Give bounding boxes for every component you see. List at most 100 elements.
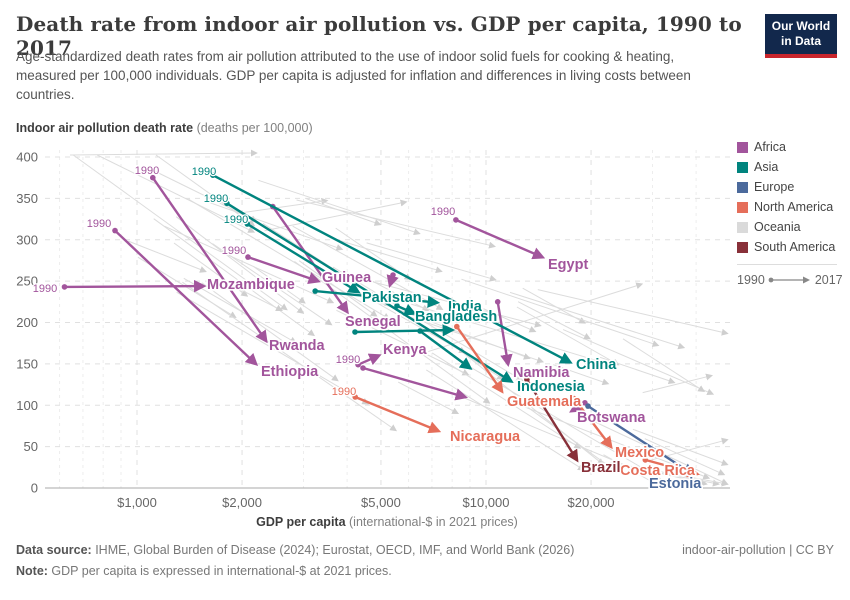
country-arrow-estonia[interactable] bbox=[585, 403, 695, 476]
y-tick-label: 400 bbox=[16, 150, 38, 165]
country-label-brazil[interactable]: Brazil bbox=[579, 458, 622, 477]
country-label-estonia[interactable]: Estonia bbox=[647, 474, 704, 493]
legend-swatch bbox=[737, 141, 748, 153]
year-label-pakistan: 1990 bbox=[224, 214, 248, 226]
gridlines bbox=[45, 150, 730, 488]
country-arrow-bangladesh[interactable] bbox=[394, 303, 417, 316]
x-tick-label: $1,000 bbox=[117, 495, 157, 510]
trajectory-line bbox=[357, 353, 382, 366]
country-label-guinea[interactable]: Guinea bbox=[320, 268, 373, 287]
country-arrow-mozambique[interactable] bbox=[61, 279, 207, 293]
legend-item-africa[interactable]: Africa bbox=[737, 140, 847, 154]
chart-subtitle: Age-standardized death rates from air po… bbox=[16, 49, 691, 102]
country-arrow-guinea[interactable] bbox=[245, 254, 321, 284]
country-label-namibia[interactable]: Namibia bbox=[511, 363, 572, 382]
country-label-indonesia[interactable]: Indonesia bbox=[515, 377, 587, 396]
trajectory-line bbox=[114, 229, 259, 367]
legend-divider bbox=[737, 264, 837, 265]
trajectory-line bbox=[573, 397, 613, 450]
year-label-guinea: 1990 bbox=[222, 245, 246, 257]
year-label-nicaragua: 1990 bbox=[332, 386, 356, 398]
legend-item-asia[interactable]: Asia bbox=[737, 160, 847, 174]
legend-label: Africa bbox=[754, 140, 786, 154]
country-arrow-nicaragua[interactable] bbox=[352, 394, 442, 434]
trajectory-line bbox=[455, 218, 546, 260]
country-label-costa-rica[interactable]: Costa Rica bbox=[618, 461, 697, 480]
unlabeled-arrow-3[interactable] bbox=[417, 328, 473, 370]
license-text[interactable]: indoor-air-pollution | CC BY bbox=[682, 543, 834, 557]
unlabeled-arrow-1[interactable] bbox=[386, 272, 399, 288]
country-label-china[interactable]: China bbox=[574, 355, 618, 374]
country-label-botswana[interactable]: Botswana bbox=[575, 408, 648, 427]
year-label-ethiopia: 1990 bbox=[87, 218, 111, 230]
x-tick-label: $2,000 bbox=[222, 495, 262, 510]
unlabeled-arrow-2[interactable] bbox=[352, 323, 456, 337]
logo-line1: Our World bbox=[771, 19, 831, 33]
unlabeled-arrow-0[interactable] bbox=[360, 365, 469, 401]
time-arrow-icon bbox=[768, 276, 810, 284]
country-arrow-ethiopia[interactable] bbox=[112, 227, 259, 367]
legend-item-europe[interactable]: Europe bbox=[737, 180, 847, 194]
trajectory-line bbox=[247, 255, 321, 284]
country-label-mexico[interactable]: Mexico bbox=[613, 443, 665, 462]
country-label-kenya[interactable]: Kenya bbox=[381, 340, 429, 359]
legend-items: Africa Asia Europe North America Oceania Sout… bbox=[737, 140, 847, 254]
legend-swatch bbox=[737, 221, 748, 233]
country-arrow-rwanda[interactable] bbox=[150, 174, 268, 344]
country-arrows bbox=[61, 172, 700, 478]
data-source-text: Data source: IHME, Global Burden of Dise… bbox=[16, 543, 574, 557]
legend-item-south-america[interactable]: South America bbox=[737, 240, 847, 254]
footer-note: Note: GDP per capita is expressed in int… bbox=[16, 564, 834, 578]
trajectory-line bbox=[246, 222, 361, 294]
owid-logo[interactable]: Our World in Data bbox=[765, 14, 837, 58]
y-tick-label: 200 bbox=[16, 315, 38, 330]
trajectory-line bbox=[455, 325, 504, 394]
year-label-rwanda: 1990 bbox=[135, 165, 159, 177]
y-tick-label: 300 bbox=[16, 232, 38, 247]
country-arrow-indonesia[interactable] bbox=[224, 200, 514, 383]
country-label-rwanda[interactable]: Rwanda bbox=[267, 336, 327, 355]
y-tick-label: 50 bbox=[24, 439, 38, 454]
country-arrow-pakistan[interactable] bbox=[244, 221, 361, 294]
legend-label: South America bbox=[754, 240, 836, 254]
country-arrow-india[interactable] bbox=[312, 288, 441, 308]
country-arrow-guatemala[interactable] bbox=[454, 323, 504, 394]
arrow-note-start-year: 1990 bbox=[737, 273, 765, 287]
note-value: GDP per capita is expressed in internati… bbox=[47, 564, 392, 578]
arrow-note-end-year: 2017 bbox=[814, 273, 843, 287]
country-label-nicaragua[interactable]: Nicaragua bbox=[448, 427, 522, 446]
country-label-pakistan[interactable]: Pakistan bbox=[360, 288, 423, 307]
trajectory-line bbox=[64, 279, 207, 293]
data-source-value: IHME, Global Burden of Disease (2024); E… bbox=[91, 543, 575, 557]
x-tick-label: $5,000 bbox=[361, 495, 401, 510]
country-label-mozambique[interactable]: Mozambique bbox=[205, 275, 296, 294]
country-arrow-egypt[interactable] bbox=[453, 217, 546, 260]
country-arrow-brazil[interactable] bbox=[524, 376, 579, 463]
legend-item-north-america[interactable]: North America bbox=[737, 200, 847, 214]
legend-label: Asia bbox=[754, 160, 779, 174]
year-label-egypt: 1990 bbox=[431, 206, 455, 218]
logo-stripe bbox=[765, 54, 837, 58]
country-label-senegal[interactable]: Senegal bbox=[343, 312, 402, 331]
trajectory-line bbox=[496, 301, 513, 367]
y-axis-title: Indoor air pollution death rate (deaths … bbox=[16, 121, 313, 135]
country-label-india[interactable]: India bbox=[446, 297, 484, 316]
trajectory-line bbox=[271, 205, 349, 315]
trajectory-line bbox=[151, 177, 268, 344]
country-label-guatemala[interactable]: Guatemala bbox=[505, 392, 583, 411]
continent-legend: Africa Asia Europe North America Oceania Sout… bbox=[737, 140, 847, 287]
country-arrow-namibia[interactable] bbox=[494, 299, 513, 367]
country-arrow-china[interactable] bbox=[210, 172, 573, 364]
country-arrow-senegal[interactable] bbox=[270, 203, 349, 315]
country-arrow-kenya[interactable] bbox=[355, 353, 382, 368]
legend-item-oceania[interactable]: Oceania bbox=[737, 220, 847, 234]
trajectory-line bbox=[569, 400, 586, 413]
chart-footer: Data source: IHME, Global Burden of Dise… bbox=[16, 543, 834, 578]
country-label-ethiopia[interactable]: Ethiopia bbox=[259, 362, 320, 381]
country-label-bangladesh[interactable]: Bangladesh bbox=[413, 307, 498, 326]
y-tick-label: 150 bbox=[16, 356, 38, 371]
country-arrow-mexico[interactable] bbox=[571, 395, 613, 450]
country-label-egypt[interactable]: Egypt bbox=[546, 255, 590, 274]
